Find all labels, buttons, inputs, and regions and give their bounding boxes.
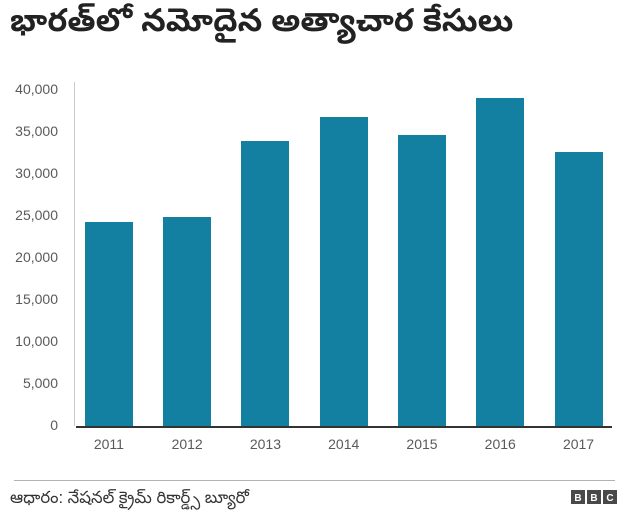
svg-text:C: C [606, 493, 613, 504]
svg-text:B: B [574, 493, 581, 504]
svg-text:B: B [590, 493, 597, 504]
